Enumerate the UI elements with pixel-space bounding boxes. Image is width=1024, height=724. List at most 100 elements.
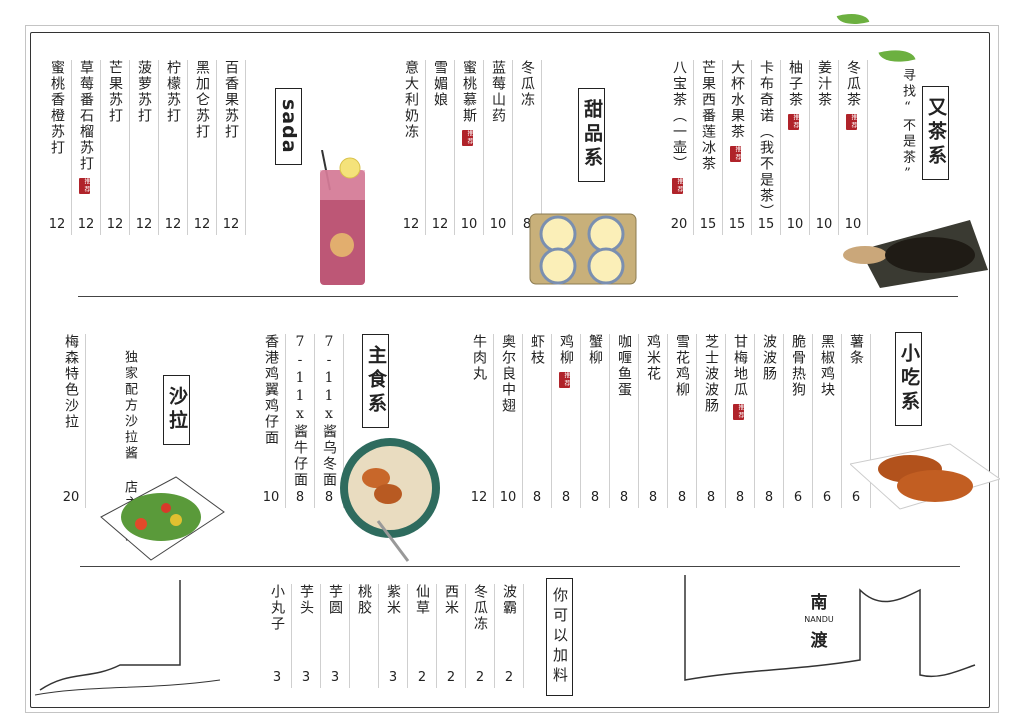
snack-menu-item: 甘梅地瓜推荐 8 — [727, 334, 755, 508]
recommended-badge: 推荐 — [788, 114, 799, 130]
item-name: 芋圆 — [327, 584, 343, 616]
dessert-menu-item: 意大利奶冻 12 — [398, 60, 426, 235]
item-name: 柚子茶推荐 — [787, 60, 803, 130]
recommended-badge: 推荐 — [733, 404, 744, 420]
recommended-badge: 推荐 — [559, 372, 570, 388]
divider-top — [78, 296, 958, 297]
addons-menu-item: 桃胶 — [351, 584, 379, 688]
item-name: 芒果西番莲冰茶 — [700, 60, 716, 172]
salad-menu-item: 梅森特色沙拉 20 — [58, 334, 86, 508]
item-name: 甘梅地瓜推荐 — [732, 334, 748, 420]
addons-menu-item: 芋头 3 — [293, 584, 321, 688]
item-price: 10 — [460, 217, 478, 232]
snack-menu-item: 薯条 6 — [843, 334, 871, 508]
dessert-menu-item: 蓝莓山药 10 — [485, 60, 513, 235]
soda-menu-item: 芒果苏打 12 — [102, 60, 130, 235]
item-price: 8 — [295, 490, 305, 505]
sketch-decoration — [684, 575, 976, 681]
item-name: 小丸子 — [269, 584, 285, 632]
item-name: 蜜桃慕斯推荐 — [461, 60, 477, 146]
snack-menu-item: 蟹柳 8 — [582, 334, 610, 508]
recommended-badge: 推荐 — [672, 178, 683, 194]
item-price: 2 — [417, 670, 427, 685]
item-price: 10 — [786, 217, 804, 232]
soda-menu-item: 蜜桃香橙苏打 12 — [44, 60, 72, 235]
item-name: 仙草 — [414, 584, 430, 616]
item-price: 12 — [470, 490, 488, 505]
item-name: 鸡柳推荐 — [558, 334, 574, 388]
addons-menu-item: 芋圆 3 — [322, 584, 350, 688]
item-name: 冬瓜茶推荐 — [845, 60, 861, 130]
staple-menu-item: 7-11x酱乌冬面 8 — [316, 334, 344, 508]
dessert-menu-item: 雪媚娘 12 — [427, 60, 455, 235]
tea-menu-item: 姜汁茶 10 — [811, 60, 839, 235]
tea-menu-item: 八宝茶（一壶）推荐 20 — [666, 60, 694, 235]
dessert-illustration — [529, 213, 637, 285]
item-name: 意大利奶冻 — [403, 60, 419, 140]
snack-menu-item: 黑椒鸡块 6 — [814, 334, 842, 508]
addons-menu-item: 西米 2 — [438, 584, 466, 688]
item-price: 20 — [670, 217, 688, 232]
salad-illustration — [100, 476, 225, 561]
item-price: 6 — [822, 490, 832, 505]
item-name: 蟹柳 — [587, 334, 603, 366]
soda-drink-illustration — [320, 150, 365, 285]
snack-menu-item: 波波肠 8 — [756, 334, 784, 508]
tea-menu-item: 大杯水果茶推荐 15 — [724, 60, 752, 235]
soda-menu-item: 百香果苏打 12 — [218, 60, 246, 235]
item-name: 脆骨热狗 — [790, 334, 806, 398]
item-name: 蓝莓山药 — [490, 60, 506, 124]
dessert-title: 甜品系 — [578, 88, 605, 182]
item-price: 8 — [619, 490, 629, 505]
salad-subtitle: 独家配方沙拉酱 店主力推 — [122, 350, 137, 544]
item-name: 姜汁茶 — [816, 60, 832, 108]
tea-menu-item: 冬瓜茶推荐 10 — [840, 60, 868, 235]
item-price: 3 — [272, 670, 282, 685]
addons-title: 你可以加料 — [546, 578, 573, 696]
snack-title: 小吃系 — [895, 332, 922, 426]
item-price: 8 — [522, 217, 532, 232]
recommended-badge: 推荐 — [730, 146, 741, 162]
snack-menu-item: 咖喱鱼蛋 8 — [611, 334, 639, 508]
tea-menu-item: 芒果西番莲冰茶 15 — [695, 60, 723, 235]
brand-cn-bottom: 渡 — [810, 631, 828, 651]
soda-menu-item: 菠萝苏打 12 — [131, 60, 159, 235]
item-name: 桃胶 — [356, 584, 372, 616]
snack-menu-item: 鸡柳推荐 8 — [553, 334, 581, 508]
dessert-menu-item: 冬瓜冻 8 — [514, 60, 542, 235]
item-price: 3 — [330, 670, 340, 685]
item-name: 柠檬苏打 — [165, 60, 181, 124]
item-name: 百香果苏打 — [223, 60, 239, 140]
item-price: 10 — [489, 217, 507, 232]
snack-menu-item: 芝士波波肠 8 — [698, 334, 726, 508]
salad-title: 沙拉 — [163, 375, 190, 445]
item-name: 雪媚娘 — [432, 60, 448, 108]
item-price: 10 — [499, 490, 517, 505]
snack-menu-item: 奥尔良中翅 10 — [495, 334, 523, 508]
brand-stamp: 南 NANDU 渡 — [790, 588, 848, 668]
item-price: 8 — [706, 490, 716, 505]
item-name: 西米 — [443, 584, 459, 616]
item-price: 10 — [262, 490, 280, 505]
item-name: 紫米 — [385, 584, 401, 616]
item-name: 薯条 — [848, 334, 864, 366]
tea-menu-item: 柚子茶推荐 10 — [782, 60, 810, 235]
tea-subtitle: 寻找“不是茶” — [900, 68, 915, 184]
item-name: 黑椒鸡块 — [819, 334, 835, 398]
item-price: 10 — [844, 217, 862, 232]
snack-menu-item: 牛肉丸 12 — [466, 334, 494, 508]
item-price: 15 — [728, 217, 746, 232]
item-name: 牛肉丸 — [471, 334, 487, 382]
item-name: 大杯水果茶推荐 — [729, 60, 745, 162]
item-name: 蜜桃香橙苏打 — [49, 60, 65, 156]
item-name: 鸡米花 — [645, 334, 661, 382]
item-name: 波波肠 — [761, 334, 777, 382]
recommended-badge: 推荐 — [462, 130, 473, 146]
item-price: 20 — [62, 490, 80, 505]
item-price: 12 — [106, 217, 124, 232]
chicken-wings-illustration — [850, 443, 1000, 510]
item-name: 草莓番石榴苏打推荐 — [78, 60, 94, 194]
item-price: 12 — [135, 217, 153, 232]
item-name: 冬瓜冻 — [519, 60, 535, 108]
item-name: 7-11x酱乌冬面 — [321, 334, 337, 488]
